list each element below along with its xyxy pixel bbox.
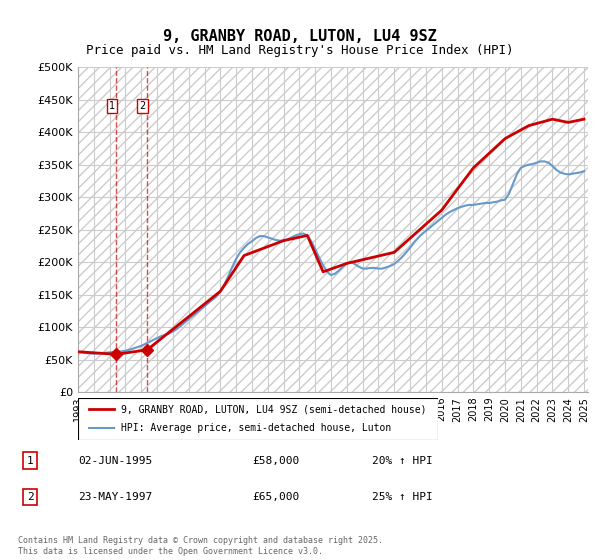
Text: 23-MAY-1997: 23-MAY-1997 [78, 492, 152, 502]
Text: 1: 1 [109, 101, 115, 111]
Text: £65,000: £65,000 [252, 492, 299, 502]
Text: 9, GRANBY ROAD, LUTON, LU4 9SZ (semi-detached house): 9, GRANBY ROAD, LUTON, LU4 9SZ (semi-det… [121, 404, 427, 414]
Text: 9, GRANBY ROAD, LUTON, LU4 9SZ: 9, GRANBY ROAD, LUTON, LU4 9SZ [163, 29, 437, 44]
Text: 20% ↑ HPI: 20% ↑ HPI [372, 456, 433, 465]
FancyBboxPatch shape [78, 398, 438, 440]
Text: 2: 2 [26, 492, 34, 502]
Text: 02-JUN-1995: 02-JUN-1995 [78, 456, 152, 465]
Text: £58,000: £58,000 [252, 456, 299, 465]
Text: 25% ↑ HPI: 25% ↑ HPI [372, 492, 433, 502]
Text: Contains HM Land Registry data © Crown copyright and database right 2025.
This d: Contains HM Land Registry data © Crown c… [18, 536, 383, 556]
Text: 1: 1 [26, 456, 34, 465]
Text: HPI: Average price, semi-detached house, Luton: HPI: Average price, semi-detached house,… [121, 423, 391, 433]
Text: 2: 2 [139, 101, 146, 111]
Text: Price paid vs. HM Land Registry's House Price Index (HPI): Price paid vs. HM Land Registry's House … [86, 44, 514, 57]
